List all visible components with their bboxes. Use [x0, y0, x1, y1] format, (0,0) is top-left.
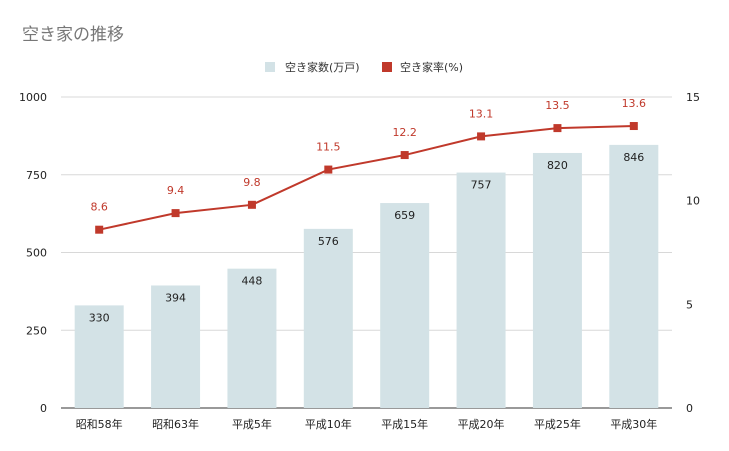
- x-tick-label: 昭和63年: [152, 417, 199, 431]
- x-tick-label: 平成20年: [458, 417, 505, 431]
- line-point: [324, 165, 333, 174]
- bar-value-label: 330: [89, 311, 110, 324]
- legend: 空き家数(万戸) 空き家率(%): [265, 60, 463, 74]
- legend-label-bar: 空き家数(万戸): [285, 60, 360, 74]
- bar-value-label: 820: [547, 159, 568, 172]
- bar-value-label: 394: [165, 291, 186, 304]
- y-left-tick-label: 500: [26, 247, 47, 260]
- y-right-tick-label: 5: [686, 298, 693, 311]
- y-left-tick-label: 750: [26, 169, 47, 182]
- line-value-label: 8.6: [90, 201, 108, 214]
- x-tick-label: 平成5年: [232, 417, 272, 431]
- bar: [532, 152, 582, 408]
- line-point: [95, 225, 104, 234]
- bar-series: 330 394 448 576 659 757 820 846: [74, 144, 659, 409]
- line-value-label: 13.5: [545, 99, 570, 112]
- chart-title: 空き家の推移: [22, 25, 124, 45]
- series-line: [98, 125, 634, 231]
- line-value-label: 12.2: [392, 126, 417, 139]
- line-point: [247, 200, 256, 209]
- line-value-label: 13.1: [469, 107, 494, 120]
- line-value-label: 13.6: [622, 97, 647, 110]
- legend-label-line: 空き家率(%): [400, 60, 463, 74]
- bar: [74, 305, 124, 408]
- x-tick-label: 平成30年: [610, 417, 657, 431]
- bar: [456, 172, 506, 408]
- bar-value-label: 757: [471, 179, 492, 192]
- bar-value-label: 576: [318, 235, 339, 248]
- bar-value-label: 448: [241, 275, 262, 288]
- y-right-tick-label: 0: [686, 402, 693, 415]
- y-left-tick-label: 1000: [19, 91, 47, 104]
- line-point: [629, 122, 638, 131]
- legend-swatch-line: [382, 62, 392, 72]
- line-point: [553, 124, 562, 133]
- x-axis: 昭和58年 昭和63年 平成5年 平成10年 平成15年 平成20年 平成25年 平成30年: [76, 417, 658, 431]
- y-right-tick-label: 10: [686, 195, 700, 208]
- y-right-tick-label: 15: [686, 91, 700, 104]
- bar: [303, 228, 353, 408]
- bar: [609, 144, 659, 409]
- bar: [227, 268, 277, 408]
- x-tick-label: 平成10年: [305, 417, 352, 431]
- y-axis-right: 0 5 10 15: [686, 91, 700, 415]
- line-point: [400, 151, 409, 160]
- line-point: [477, 132, 486, 141]
- line-value-label: 9.8: [243, 176, 261, 189]
- x-tick-label: 平成25年: [534, 417, 581, 431]
- line-value-label: 11.5: [316, 141, 341, 154]
- bar: [380, 203, 430, 408]
- line-point: [171, 209, 180, 218]
- x-tick-label: 平成15年: [381, 417, 428, 431]
- bar: [151, 285, 201, 408]
- legend-swatch-bar: [265, 62, 275, 72]
- bar-value-label: 659: [394, 209, 415, 222]
- line-value-label: 9.4: [167, 184, 185, 197]
- y-axis-left: 0 250 500 750 1000: [19, 91, 47, 415]
- y-left-tick-label: 0: [40, 402, 47, 415]
- x-tick-label: 昭和58年: [76, 417, 123, 431]
- line-series: 8.6 9.4 9.8 11.5 12.2 13.1 13.5 13.6: [90, 97, 646, 234]
- bar-value-label: 846: [623, 151, 644, 164]
- y-left-tick-label: 250: [26, 324, 47, 337]
